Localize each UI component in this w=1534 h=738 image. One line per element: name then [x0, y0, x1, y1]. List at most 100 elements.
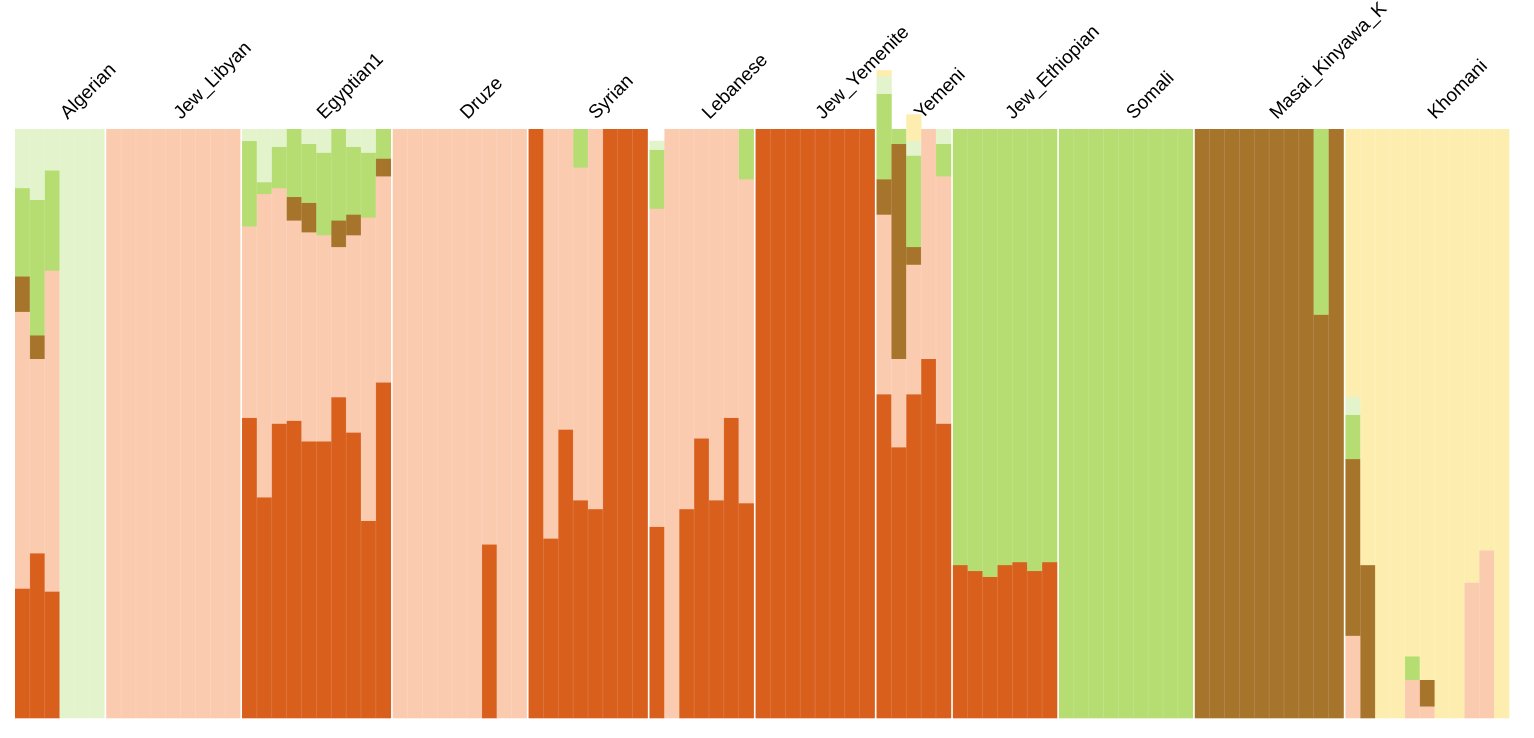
bar-segment-khomani-1-c3: [1345, 458, 1361, 636]
bar-segment-jew-libyan-8-c2: [210, 129, 226, 719]
population-label-yemeni: Yemeni: [910, 64, 969, 123]
bar-segment-egyptian1-2-c1: [256, 497, 273, 719]
bar-segment-jew-libyan-2-c2: [121, 129, 137, 719]
bar-segment-lebanese-1-c2: [649, 208, 665, 527]
bar-segment-egyptian1-10-c1: [375, 382, 392, 719]
bar-segment-syrian-2-c2: [543, 129, 559, 539]
bar-segment-somali-4-c4: [1103, 129, 1119, 719]
bar-segment-khomani-9-c6: [1464, 129, 1480, 583]
bars-layer: [15, 70, 1510, 719]
bar-segment-syrian-8-c1: [632, 129, 648, 719]
bar-segment-algerian-1-c2: [15, 311, 31, 589]
bar-segment-khomani-6-c2: [1419, 706, 1436, 719]
bar-segment-yemeni-2-c4: [891, 129, 907, 145]
bar-segment-khomani-1-c5: [1345, 396, 1361, 415]
bar-segment-khomani-1-c4: [1345, 414, 1361, 460]
bar-segment-algerian-3-c4: [44, 170, 60, 271]
bar-segment-somali-3-c4: [1088, 129, 1104, 719]
population-group-yemeni: [876, 70, 952, 719]
bar-segment-jew-yemenite-3-c1: [785, 129, 801, 719]
population-label-masai-kinyawa-k: Masai_Kinyawa_K: [1266, 0, 1392, 124]
bar-segment-algerian-4-c5: [59, 129, 75, 719]
bar-segment-yemeni-1-c5: [876, 75, 892, 94]
population-group-algerian: [15, 129, 105, 719]
bar-segment-egyptian1-6-c1: [316, 441, 332, 719]
bar-segment-lebanese-6-c2: [723, 129, 740, 418]
population-group-khomani: [1345, 129, 1510, 719]
bar-segment-yemeni-4-c2: [921, 129, 937, 360]
bar-segment-lebanese-1-c5: [649, 140, 665, 150]
bar-segment-masai-kinyawa-k-10-c3: [1328, 129, 1344, 719]
bar-segment-somali-2-c4: [1073, 129, 1090, 719]
bar-segment-yemeni-3-c6: [906, 114, 922, 142]
bar-segment-druze-2-c2: [407, 129, 423, 719]
bar-segment-jew-yemenite-6-c1: [829, 129, 846, 719]
bar-segment-algerian-2-c2: [29, 358, 46, 554]
bar-segment-egyptian1-6-c2: [316, 235, 332, 442]
bar-segment-egyptian1-9-c5: [360, 129, 377, 153]
bar-segment-jew-yemenite-5-c1: [815, 129, 831, 719]
bar-segment-jew-yemenite-4-c1: [800, 129, 816, 719]
bar-segment-syrian-2-c1: [543, 538, 559, 719]
bar-segment-khomani-10-c2: [1479, 550, 1495, 719]
bar-segment-khomani-10-c6: [1479, 129, 1495, 551]
bar-segment-yemeni-1-c4: [876, 93, 892, 180]
bar-segment-yemeni-3-c4: [906, 155, 922, 248]
bar-segment-druze-7-c1: [481, 544, 498, 719]
bar-segment-masai-kinyawa-k-8-c3: [1298, 129, 1315, 719]
bar-segment-egyptian1-3-c1: [271, 423, 287, 719]
bar-segment-jew-libyan-9-c2: [225, 129, 241, 719]
bar-segment-jew-yemenite-8-c1: [859, 129, 875, 719]
bar-segment-egyptian1-5-c4: [301, 143, 317, 203]
bar-segment-egyptian1-9-c4: [360, 152, 377, 218]
bar-segment-algerian-2-c3: [29, 335, 46, 360]
population-label-lebanese: Lebanese: [698, 50, 772, 124]
bar-segment-jew-ethiopian-7-c4: [1042, 129, 1058, 563]
bar-segment-khomani-3-c6: [1375, 129, 1391, 719]
bar-segment-khomani-5-c2: [1404, 679, 1421, 719]
bar-segment-algerian-3-c5: [44, 129, 60, 171]
population-label-jew-ethiopian: Jew_Ethiopian: [1002, 21, 1104, 123]
bar-segment-jew-yemenite-1-c1: [755, 129, 771, 719]
bar-segment-khomani-6-c3: [1419, 679, 1436, 707]
bar-segment-yemeni-1-c3: [876, 179, 892, 215]
bar-segment-jew-ethiopian-3-c4: [982, 129, 998, 577]
bar-segment-khomani-7-c6: [1434, 129, 1450, 719]
bar-segment-yemeni-3-c3: [906, 246, 922, 265]
bar-segment-algerian-6-c5: [89, 129, 105, 719]
bar-segment-algerian-5-c5: [74, 129, 90, 719]
bar-segment-masai-kinyawa-k-1-c3: [1194, 129, 1210, 719]
bar-segment-egyptian1-8-c1: [346, 432, 362, 719]
bar-segment-khomani-2-c6: [1360, 129, 1376, 566]
bar-segment-algerian-1-c5: [15, 129, 31, 189]
bar-segment-egyptian1-4-c3: [286, 196, 302, 221]
population-group-jew-libyan: [106, 129, 241, 719]
bar-segment-masai-kinyawa-k-7-c3: [1283, 129, 1300, 719]
bar-segment-yemeni-5-c5: [935, 129, 952, 145]
bar-segment-egyptian1-4-c2: [286, 220, 302, 421]
bar-segment-lebanese-3-c2: [679, 129, 695, 510]
bar-segment-yemeni-2-c1: [891, 447, 907, 719]
bar-segment-lebanese-5-c2: [708, 129, 725, 501]
bar-segment-egyptian1-10-c3: [375, 158, 392, 177]
bar-segment-jew-libyan-5-c2: [165, 129, 181, 719]
bar-segment-yemeni-5-c2: [935, 176, 952, 424]
bar-segment-yemeni-2-c3: [891, 143, 907, 360]
bar-segment-yemeni-3-c1: [906, 394, 922, 719]
bar-segment-jew-ethiopian-5-c4: [1012, 129, 1028, 563]
bar-segment-yemeni-3-c5: [906, 140, 922, 156]
bar-segment-lebanese-3-c1: [679, 508, 695, 719]
bar-segment-jew-yemenite-2-c1: [770, 129, 786, 719]
bar-segment-khomani-6-c6: [1419, 129, 1436, 681]
bar-segment-syrian-5-c1: [588, 508, 604, 719]
bar-segment-egyptian1-6-c4: [316, 152, 332, 236]
bar-segment-somali-1-c4: [1058, 129, 1075, 719]
population-group-syrian: [528, 129, 648, 719]
bar-segment-syrian-3-c1: [558, 429, 574, 719]
bar-segment-jew-ethiopian-3-c1: [982, 576, 998, 719]
bar-segment-syrian-1-c1: [528, 129, 544, 719]
bar-segment-egyptian1-5-c2: [301, 232, 317, 442]
bar-segment-algerian-2-c1: [29, 553, 46, 719]
bar-segment-khomani-9-c2: [1464, 582, 1480, 719]
